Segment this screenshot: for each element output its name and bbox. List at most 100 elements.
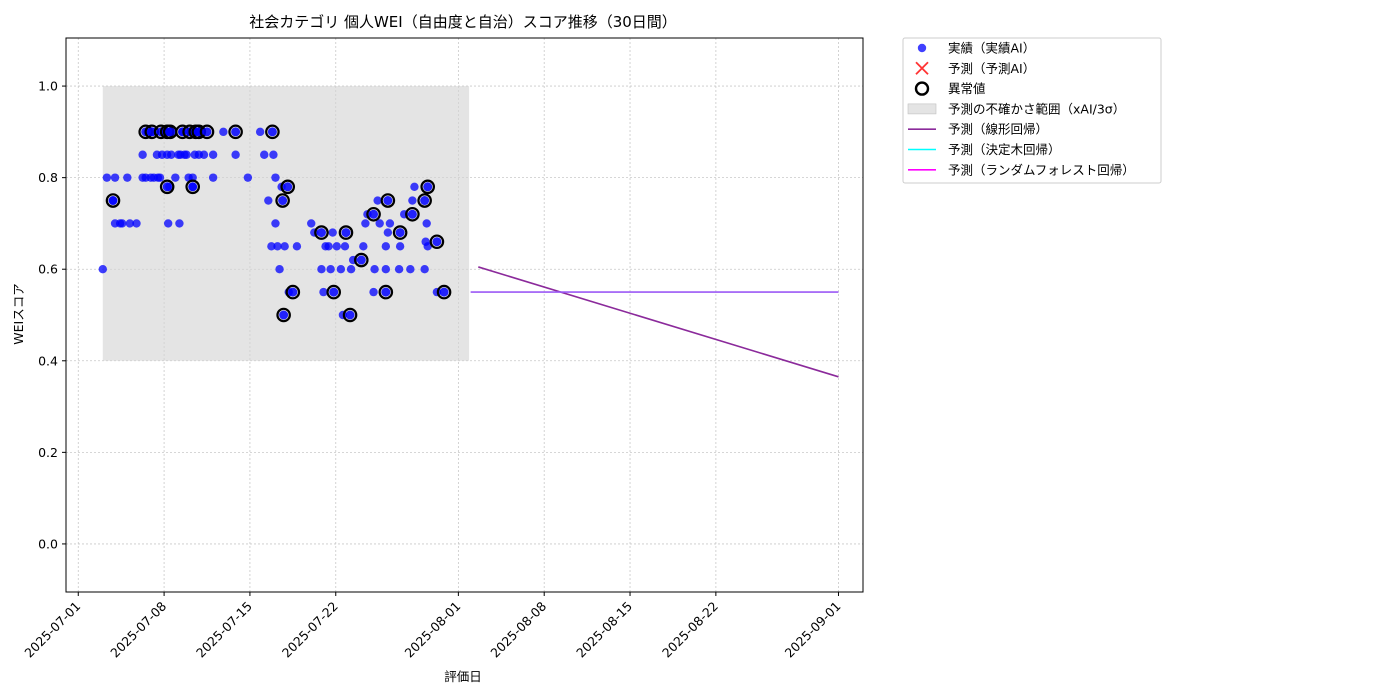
y-tick-label: 0.6 [38,262,58,277]
legend-label-predicted: 予測（予測AI） [948,61,1035,76]
actual-point [408,196,417,205]
anomaly-point-fill [345,310,355,320]
anomaly-point-fill [278,196,288,206]
actual-point [340,242,350,251]
actual-point [231,150,240,159]
x-tick-label: 2025-07-15 [193,599,255,661]
actual-point [188,173,197,182]
anomaly-point [326,284,342,300]
anomaly-point [199,124,215,140]
actual-point [383,228,393,237]
y-tick-label: 0.8 [38,170,58,185]
actual-point [267,242,276,251]
y-axis-ticks: 0.0 0.2 0.4 0.6 0.8 1.0 [38,79,66,551]
actual-point [422,219,431,228]
anomaly-point [342,307,358,323]
anomaly-point-fill [329,287,339,297]
x-tick-label: 2025-09-01 [782,599,844,661]
actual-point [292,242,302,251]
anomaly-point [366,206,381,222]
anomaly-point [185,179,201,195]
anomaly-point [159,179,175,195]
actual-point [163,219,173,228]
actual-point [175,219,184,228]
actual-point [155,173,165,182]
actual-point [420,265,429,274]
actual-point [381,265,391,274]
actual-point [370,265,379,274]
actual-point [317,265,326,274]
actual-point [167,150,176,159]
anomaly-point [265,124,280,140]
actual-point [171,173,180,182]
actual-point [336,265,346,274]
anomaly-point [105,193,121,208]
actual-point [410,182,419,192]
x-tick-label: 2025-08-01 [402,599,464,661]
actual-point [219,127,228,137]
anomaly-point-fill [407,209,417,219]
plot-frame [65,37,864,593]
anomaly-point-fill [147,127,157,137]
actual-point [138,150,147,159]
anomaly-point-fill [432,237,442,247]
x-tick-label: 2025-07-22 [279,599,341,661]
anomaly-point-fill [108,196,118,206]
actual-point [361,219,370,228]
actual-point [271,173,280,182]
actual-point [271,219,280,228]
actual-point [243,173,253,182]
anomaly-point-fill [395,228,405,238]
x-tick-label: 2025-08-22 [659,599,721,661]
series-line-linear [478,266,839,378]
anomaly-points [105,124,452,323]
anomaly-point [380,193,396,208]
anomaly-point-fill [341,228,351,238]
x-tick-label: 2025-08-08 [487,598,549,660]
actual-point [394,265,404,274]
actual-point [132,219,141,228]
actual-point [208,173,218,182]
x-axis-ticks: 2025-07-01 2025-07-08 2025-07-15 2025-07-22… [21,592,844,661]
anomaly-point [420,179,436,195]
y-tick-label: 0.0 [38,536,58,551]
chart-title: 社会カテゴリ 個人WEI（自由度と自治）スコア推移（30日間） [249,13,677,31]
anomaly-point-fill [202,127,212,137]
actual-point [117,219,127,228]
legend-label-uncertainty: 予測の不確かさ範囲（xAI/3σ） [948,101,1125,116]
anomaly-point-fill [381,287,391,297]
actual-point [385,219,395,228]
legend-label-anomaly: 異常値 [948,81,986,96]
actual-point [324,242,333,251]
anomaly-point-fill [162,182,172,192]
actual-point [208,150,218,159]
anomaly-point [353,252,369,268]
actual-point [125,219,135,228]
anomaly-point [436,284,452,300]
legend-label-actual: 実績（実績AI） [948,41,1035,56]
anomaly-point-fill [420,196,430,206]
anomaly-point-fill [231,127,241,137]
y-tick-label: 0.4 [38,353,58,368]
anomaly-point-fill [279,310,289,320]
anomaly-point [392,225,408,240]
actual-point [395,242,405,251]
anomaly-point [276,307,291,323]
anomaly-point [280,179,296,195]
anomaly-point [228,124,243,140]
actual-point [269,150,278,159]
y-tick-label: 0.2 [38,445,58,460]
anomaly-point [285,284,301,300]
legend-marker-actual [917,43,927,53]
actual-point [319,287,328,297]
anomaly-point-fill [188,182,198,192]
anomaly-point [338,225,354,240]
actual-point [182,150,191,159]
legend-marker-anomaly [914,81,930,96]
anomaly-point-fill [439,287,449,297]
actual-point [328,228,337,237]
anomaly-point [417,193,432,208]
legend-label-linear: 予測（線形回帰） [948,122,1048,137]
